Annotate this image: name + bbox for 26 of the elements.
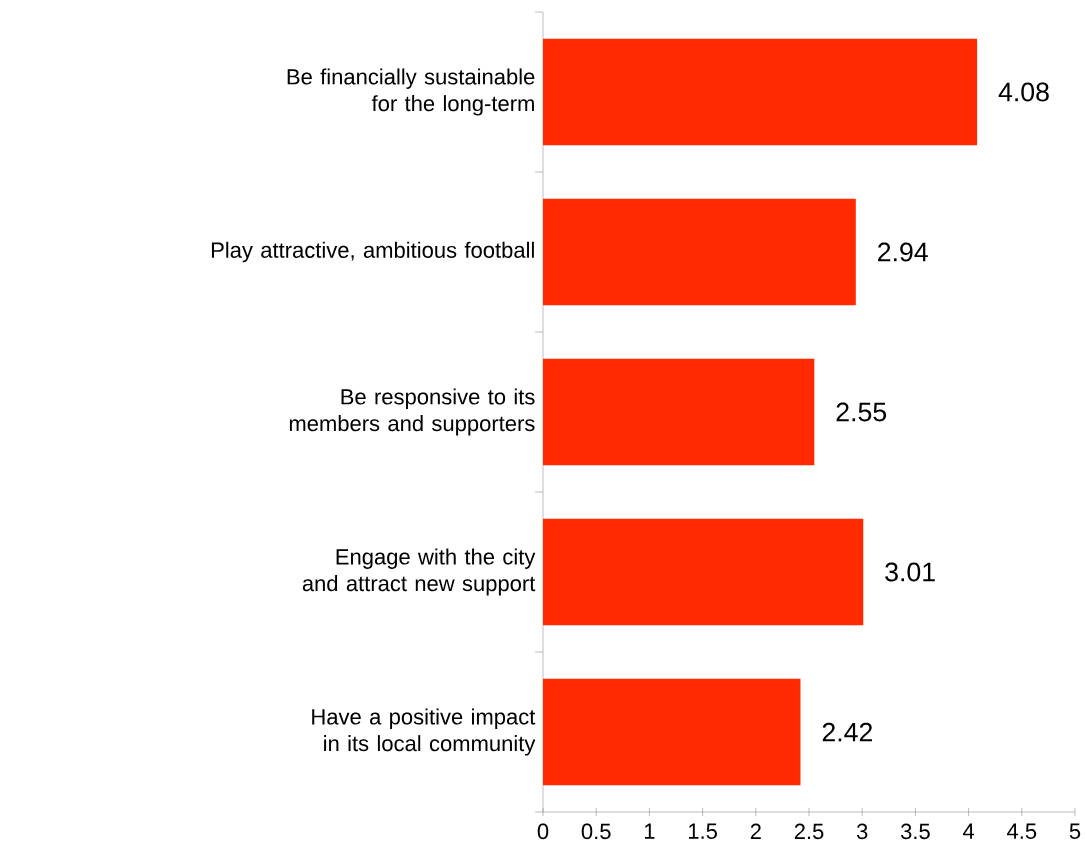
data-label: 4.08 [998,82,1049,102]
data-label: 2.42 [822,722,872,742]
bar [543,678,801,786]
x-tick-label: 3 [856,823,868,840]
y-tick-label: Engage with the city and attract new support [302,548,536,596]
x-tick-label: 4 [962,823,975,839]
y-tick-label: Have a positive impact in its local community [312,708,536,756]
x-tick-label: 4.5 [1007,823,1037,839]
x-tick-label: 0.5 [581,823,611,840]
x-tick-label: 2 [750,823,761,839]
data-label: 2.94 [878,242,928,262]
x-tick-label: 5 [1069,823,1081,839]
y-tick-label: Be responsive to its members and supporters [289,388,535,436]
x-tick-label: 1 [644,823,655,839]
x-tick-label: 1.5 [688,823,717,839]
x-tick-label: 0 [537,823,549,840]
bar [543,38,978,146]
data-label: 3.01 [885,562,935,582]
bar [543,198,856,306]
bar [543,518,864,626]
y-tick-label: Play attractive, ambitious football [211,241,534,263]
bar [543,358,815,466]
data-label: 2.55 [836,402,887,422]
y-tick-label: Be financially sustainable for the long-term [287,68,535,116]
x-tick-label: 2.5 [794,823,824,840]
x-tick-label: 3.5 [900,823,930,840]
